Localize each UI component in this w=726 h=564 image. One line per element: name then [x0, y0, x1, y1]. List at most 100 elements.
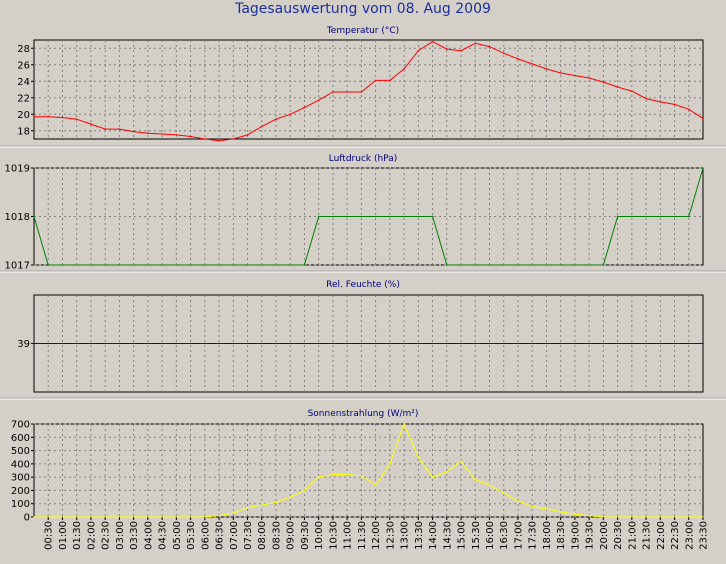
data-point	[33, 115, 35, 118]
y-tick-label: 24	[17, 77, 30, 88]
data-point	[332, 91, 334, 93]
data-point	[488, 45, 491, 48]
data-point	[502, 52, 505, 54]
x-tick-label: 11:30	[357, 521, 368, 550]
x-tick-label: 10:00	[314, 521, 325, 550]
data-point	[559, 72, 562, 74]
data-point	[374, 484, 377, 486]
data-point	[574, 513, 576, 516]
data-point	[688, 108, 690, 111]
x-tick-label: 02:30	[101, 521, 112, 550]
x-tick-label: 09:00	[286, 521, 297, 550]
x-tick-label: 13:00	[400, 521, 411, 550]
x-tick-label: 10:30	[328, 521, 339, 550]
data-point	[90, 123, 92, 125]
y-tick-label: 300	[11, 473, 30, 484]
x-tick-label: 18:00	[542, 521, 553, 550]
x-tick-label: 15:30	[471, 521, 482, 550]
x-tick-label: 05:00	[172, 521, 183, 550]
data-point	[232, 138, 235, 140]
data-point	[474, 479, 477, 481]
y-tick-label: 28	[17, 44, 30, 55]
x-tick-label: 20:00	[599, 521, 610, 550]
series-line	[33, 167, 704, 266]
x-tick-label: 18:30	[556, 521, 567, 550]
x-tick-label: 15:00	[457, 521, 468, 550]
data-point	[232, 512, 235, 514]
x-tick-label: 01:00	[58, 521, 69, 550]
data-point	[659, 101, 662, 103]
x-tick-label: 21:30	[642, 521, 653, 550]
data-point	[702, 342, 704, 345]
data-point	[602, 81, 605, 83]
x-tick-label: 12:00	[371, 521, 382, 550]
data-point	[588, 77, 590, 79]
x-tick-label: 20:30	[613, 521, 624, 550]
y-tick-label: 600	[11, 433, 30, 444]
data-point	[559, 510, 562, 513]
x-tick-label: 11:00	[343, 521, 354, 550]
data-point	[502, 492, 505, 494]
x-tick-label: 08:00	[257, 521, 268, 550]
data-point	[332, 473, 334, 476]
data-point	[446, 48, 448, 50]
series-line	[34, 41, 704, 142]
x-tick-label: 13:30	[414, 521, 425, 550]
data-point	[289, 496, 292, 498]
data-point	[161, 133, 163, 135]
x-tick-label: 17:30	[528, 521, 539, 550]
data-point	[275, 118, 277, 120]
x-tick-label: 19:30	[585, 521, 596, 550]
data-point	[460, 460, 462, 463]
data-point	[260, 125, 263, 128]
data-point	[389, 463, 391, 465]
data-point	[616, 215, 619, 218]
data-point	[474, 42, 477, 45]
x-tick-label: 16:30	[499, 521, 510, 550]
data-point	[460, 49, 462, 52]
data-point	[47, 264, 49, 266]
y-tick-label: 1017	[5, 261, 30, 272]
x-tick-label: 17:00	[514, 521, 525, 550]
data-point	[275, 501, 277, 504]
x-tick-label: 16:00	[485, 521, 496, 550]
data-point	[317, 476, 320, 478]
data-point	[317, 99, 320, 101]
y-tick-label: 20	[17, 110, 30, 121]
data-point	[374, 79, 377, 82]
data-point	[488, 484, 491, 486]
x-tick-label: 00:30	[44, 521, 55, 550]
panel-title: Rel. Feuchte (%)	[326, 280, 400, 290]
data-point	[431, 40, 434, 43]
data-point	[702, 117, 704, 120]
data-point	[431, 476, 434, 478]
data-point	[33, 516, 35, 518]
x-tick-label: 22:00	[656, 521, 667, 550]
x-tick-label: 08:30	[272, 521, 283, 550]
y-tick-label: 26	[17, 60, 30, 71]
data-point	[218, 514, 220, 517]
y-tick-label: 200	[11, 486, 30, 497]
data-point	[303, 106, 306, 109]
main-title: Tagesauswertung vom 08. Aug 2009	[235, 1, 491, 17]
data-point	[204, 138, 206, 140]
data-point	[403, 68, 405, 70]
x-tick-label: 21:00	[627, 521, 638, 550]
data-point	[33, 342, 35, 345]
data-point	[246, 506, 249, 509]
data-point	[616, 86, 619, 88]
chart-panel-2: Luftdruck (hPa) 1017 1018 1019	[0, 154, 726, 273]
data-point	[588, 514, 590, 517]
x-tick-label: 03:30	[129, 521, 140, 550]
x-axis: 00:30 01:00 01:30 02:00 02:30 03:00 03:30 04:00…	[44, 517, 710, 550]
y-tick-label: 39	[17, 339, 30, 350]
data-point	[360, 91, 363, 93]
y-tick-label: 18	[17, 126, 30, 137]
data-point	[545, 68, 548, 70]
x-tick-label: 23:00	[684, 521, 695, 550]
data-point	[531, 63, 533, 65]
data-point	[246, 134, 249, 136]
data-point	[346, 91, 348, 93]
y-tick-label: 0	[24, 513, 30, 524]
data-point	[346, 473, 348, 476]
